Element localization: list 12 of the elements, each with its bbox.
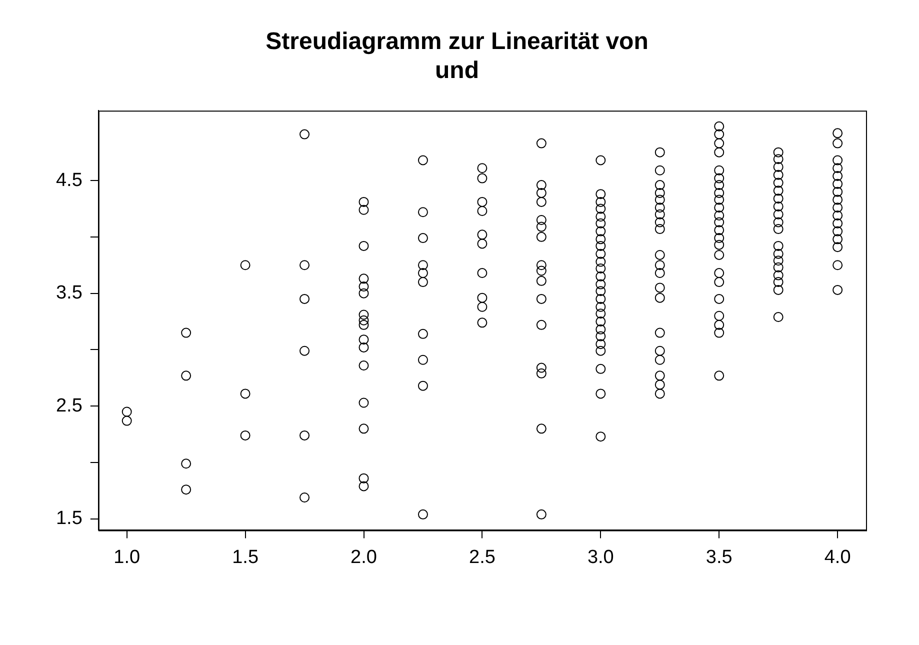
- x-tick-label: 4.0: [824, 546, 851, 568]
- x-tick-label: 2.5: [468, 546, 496, 568]
- x-tick-label: 1.5: [232, 546, 259, 568]
- x-tick-label: 2.0: [350, 546, 377, 568]
- y-tick-label: 2.5: [56, 395, 82, 416]
- y-tick-label: 3.5: [56, 282, 82, 304]
- y-tick-label: 4.5: [56, 170, 82, 191]
- x-tick-label: 3.5: [706, 546, 732, 568]
- y-tick-label: 1.5: [56, 508, 82, 530]
- x-tick-label: 3.0: [587, 546, 614, 568]
- chart-title: Streudiagramm zur Linearität von und: [266, 28, 648, 84]
- x-tick-label: 1.0: [114, 546, 140, 568]
